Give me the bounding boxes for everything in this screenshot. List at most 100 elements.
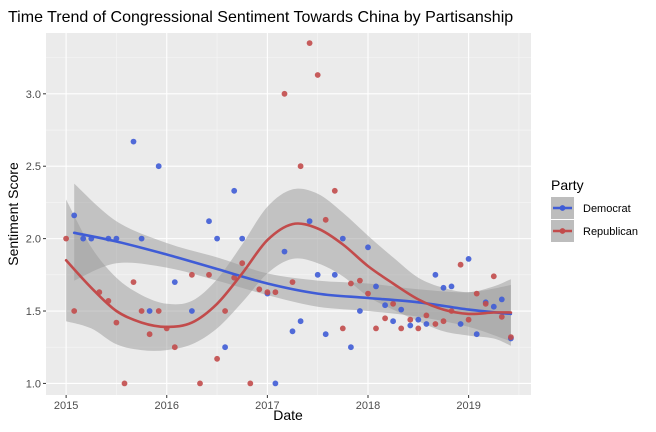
y-tick-label: 3.0	[26, 89, 41, 101]
x-axis-title: Date	[273, 407, 303, 423]
republican-point	[297, 163, 304, 170]
republican-point	[390, 300, 396, 307]
republican-point	[289, 279, 296, 285]
legend-label-democrat: Democrat	[583, 203, 631, 215]
democrat-point	[239, 235, 246, 242]
y-axis-ticks: 1.0 1.5 2.0 2.5 3.0	[26, 89, 46, 390]
legend-title: Party	[551, 177, 584, 193]
democrat-point	[348, 344, 354, 351]
democrat-point	[407, 322, 414, 329]
democrat-point	[146, 308, 153, 314]
republican-point	[231, 274, 238, 281]
y-axis-title: Sentiment Score	[5, 162, 21, 266]
republican-point	[482, 300, 489, 307]
republican-point	[373, 325, 379, 332]
democrat-point	[365, 244, 371, 251]
y-tick-label: 2.5	[26, 161, 41, 173]
democrat-point	[373, 283, 379, 290]
democrat-point	[398, 306, 405, 313]
republican-point	[415, 325, 422, 332]
republican-point	[423, 312, 430, 319]
democrat-point	[331, 271, 338, 278]
x-tick-label: 2018	[356, 400, 380, 412]
republican-point	[348, 280, 354, 287]
republican-point	[214, 355, 221, 362]
democrat-point	[322, 331, 329, 338]
democrat-point	[189, 308, 195, 314]
democrat-point	[297, 318, 304, 325]
republican-point	[239, 260, 246, 267]
democrat-point	[423, 321, 430, 327]
y-tick-label: 1.5	[26, 306, 41, 318]
y-tick-label: 1.0	[26, 378, 41, 390]
democrat-point	[465, 256, 472, 262]
democrat-point	[222, 344, 229, 351]
republican-point	[465, 316, 472, 323]
democrat-point	[382, 302, 388, 309]
republican-point	[306, 40, 313, 46]
republican-point	[264, 289, 271, 296]
legend: Party Democrat Republican	[551, 177, 638, 242]
republican-point	[189, 271, 195, 278]
republican-point	[331, 187, 338, 194]
democrat-point	[214, 235, 221, 242]
legend-label-republican: Republican	[583, 226, 638, 238]
republican-point	[121, 380, 128, 387]
legend-item-republican: Republican	[551, 220, 638, 242]
republican-point	[314, 72, 321, 78]
republican-point	[281, 90, 288, 97]
republican-point	[206, 271, 212, 278]
republican-point	[146, 331, 153, 338]
democrat-point	[130, 138, 137, 145]
republican-point	[457, 261, 464, 268]
republican-point	[440, 318, 447, 325]
democrat-point	[390, 318, 396, 325]
x-tick-label: 2017	[255, 400, 279, 412]
democrat-trend-line	[72, 231, 513, 316]
republican-point	[357, 277, 363, 284]
x-tick-label: 2016	[155, 400, 179, 412]
republican-point	[432, 321, 439, 327]
republican-point	[222, 308, 229, 314]
democrat-point	[281, 248, 288, 255]
democrat-point	[138, 235, 145, 242]
democrat-point	[457, 321, 464, 327]
republican-point	[398, 325, 405, 332]
democrat-point	[272, 380, 279, 387]
democrat-point	[314, 271, 321, 278]
republican-point	[71, 308, 78, 314]
republican-point	[498, 313, 505, 320]
democrat-point	[490, 303, 497, 310]
democrat-point	[448, 283, 455, 290]
republican-point	[113, 319, 120, 326]
democrat-point	[155, 163, 162, 170]
republican-point	[171, 344, 178, 351]
data-points	[63, 40, 514, 387]
republican-point	[138, 308, 145, 314]
democrat-point	[440, 284, 447, 291]
democrat-point	[339, 235, 346, 242]
republican-point	[272, 289, 279, 296]
republican-point	[155, 308, 162, 314]
x-tick-label: 2015	[54, 400, 78, 412]
y-tick-label: 2.0	[26, 234, 41, 246]
democrat-point	[231, 187, 238, 194]
republican-point	[197, 380, 203, 387]
republican-point	[322, 216, 329, 223]
democrat-point	[415, 316, 422, 323]
republican-point	[256, 286, 263, 293]
legend-item-democrat: Democrat	[551, 197, 631, 219]
republican-point	[130, 279, 137, 285]
democrat-point	[289, 328, 296, 335]
republican-point	[339, 325, 346, 332]
republican-point	[382, 315, 388, 322]
democrat-point	[71, 212, 78, 219]
democrat-point	[171, 279, 178, 285]
chart-title: Time Trend of Congressional Sentiment To…	[8, 9, 513, 26]
legend-key-point	[559, 228, 566, 234]
democrat-point	[473, 331, 480, 338]
republican-point	[473, 290, 480, 297]
democrat-point	[206, 218, 212, 225]
republican-point	[508, 334, 514, 340]
